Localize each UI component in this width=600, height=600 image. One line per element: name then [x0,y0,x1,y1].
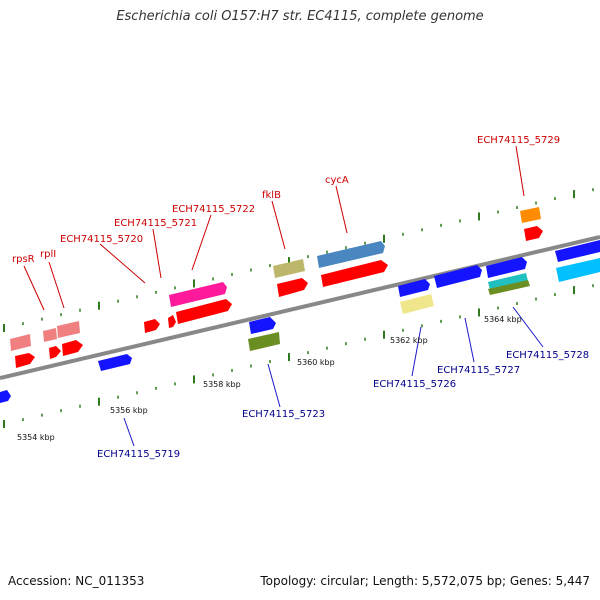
feature-blue-5728 [486,257,527,278]
feature-5720 [144,319,160,333]
feature-pink-1 [10,334,31,351]
gene-label-5727[interactable]: ECH74115_5727 [437,365,520,376]
gene-label-rpsR[interactable]: rpsR [12,254,35,265]
kbp-label: 5360 kbp [297,358,335,367]
gene-label-rplI[interactable]: rplI [40,249,56,260]
leader-5723 [267,363,281,408]
genome-backbone [0,235,600,380]
gene-labels: rpsR rplI ECH74115_5720 ECH74115_5721 EC… [12,135,589,460]
feature-blue-right [555,240,600,262]
gene-label-fklB[interactable]: fklB [262,190,281,201]
feature-cycA-b [321,260,388,287]
kbp-label: 5358 kbp [203,380,241,389]
feature-blue-left [0,390,11,403]
feature-cycA [317,241,385,268]
feature-5723 [249,317,276,334]
feature-fklB [277,278,308,297]
leader-5728 [512,306,544,348]
feature-rpsR [15,353,35,368]
gene-label-5728[interactable]: ECH74115_5728 [506,350,589,361]
leader-5722 [191,214,212,271]
leader-5727 [464,317,475,363]
feature-5728 [556,258,600,282]
feature-5729-b [524,226,543,241]
feature-pink-3 [57,321,80,338]
leader-fklB [271,200,286,250]
feature-5727 [434,265,482,288]
gene-label-5726[interactable]: ECH74115_5726 [373,379,456,390]
feature-5719 [98,354,132,371]
feature-5722 [169,282,227,307]
gene-label-5719[interactable]: ECH74115_5719 [97,449,180,460]
feature-rplI [62,340,83,356]
scale-ticks-top [3,188,594,333]
leader-rpsR [23,265,45,311]
feature-5729 [520,207,541,223]
leader-cycA [335,185,348,234]
leader-5720 [99,243,146,284]
leader-lines-bottom [123,306,544,447]
kbp-label: 5356 kbp [110,406,148,415]
feature-green-small [488,280,530,295]
gene-features [0,207,600,403]
feature-5721 [168,315,176,328]
feature-5722-b [176,299,232,324]
feature-olive [273,259,305,278]
kbp-labels: 5354 kbp 5356 kbp 5358 kbp 5360 kbp 5362… [17,315,522,442]
scale-ticks-bottom [3,284,594,429]
feature-blue-5726 [398,279,430,297]
feature-5723-b [248,332,280,351]
kbp-label: 5354 kbp [17,433,55,442]
feature-rplI-a [49,346,61,359]
gene-label-5720[interactable]: ECH74115_5720 [60,234,143,245]
gene-label-cycA[interactable]: cycA [325,175,349,186]
leader-5726 [411,326,422,377]
feature-cyan-small [488,273,528,290]
kbp-label: 5364 kbp [484,315,522,324]
gene-label-5729[interactable]: ECH74115_5729 [477,135,560,146]
genome-summary-text: Topology: circular; Length: 5,572,075 bp… [260,574,590,588]
feature-5726 [400,294,434,314]
gene-label-5722[interactable]: ECH74115_5722 [172,204,255,215]
gene-label-5723[interactable]: ECH74115_5723 [242,409,325,420]
kbp-label: 5362 kbp [390,336,428,345]
leader-lines-top [23,145,525,311]
leader-rplI [48,261,65,309]
leader-5721 [152,228,162,279]
leader-5729 [515,145,525,197]
feature-pink-2 [43,328,57,342]
gene-label-5721[interactable]: ECH74115_5721 [114,218,197,229]
leader-5719 [123,417,135,447]
accession-text: Accession: NC_011353 [8,574,145,588]
map-title: Escherichia coli O157:H7 str. EC4115, co… [116,9,484,24]
